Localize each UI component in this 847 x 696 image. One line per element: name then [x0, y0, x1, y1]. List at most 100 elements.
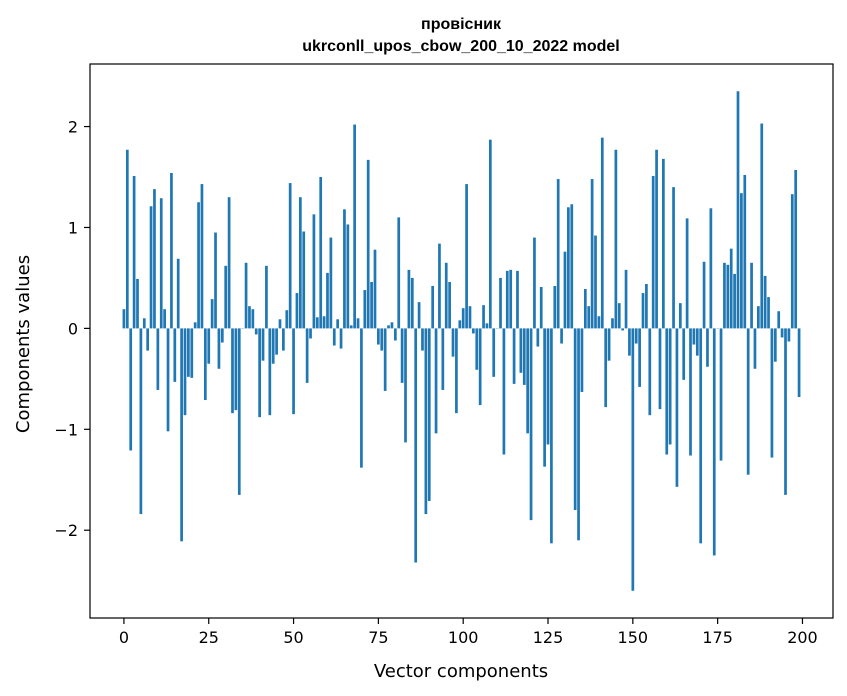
- bar-63: [336, 319, 340, 329]
- bar-23: [200, 184, 204, 329]
- bar-series: [122, 91, 801, 591]
- bar-83: [404, 328, 407, 443]
- y-axis: −2 −1 0 1 2: [54, 118, 90, 540]
- bar-32: [231, 328, 234, 414]
- bar-131: [567, 207, 570, 329]
- bar-55: [309, 328, 312, 339]
- bar-66: [346, 224, 350, 329]
- bar-133: [573, 328, 577, 511]
- bar-194: [780, 328, 784, 338]
- bar-30: [224, 265, 228, 329]
- bar-166: [685, 218, 689, 329]
- bar-69: [356, 318, 360, 329]
- bar-184: [746, 328, 750, 475]
- bar-156: [651, 176, 655, 329]
- x-tick-label: 100: [448, 628, 479, 647]
- bar-148: [624, 269, 628, 329]
- bar-173: [709, 208, 713, 329]
- y-tick-label: 0: [68, 319, 78, 338]
- bar-108: [488, 139, 492, 329]
- bar-140: [597, 316, 601, 329]
- bar-14: [170, 172, 173, 329]
- bar-9: [153, 189, 156, 329]
- y-axis-label: Components values: [13, 255, 34, 433]
- bar-51: [295, 293, 299, 329]
- bar-89: [424, 328, 428, 515]
- bar-111: [499, 277, 502, 329]
- bar-115: [512, 328, 516, 384]
- bar-183: [743, 175, 747, 329]
- x-tick-label: 50: [283, 628, 303, 647]
- bar-149: [628, 328, 631, 356]
- bar-161: [668, 328, 672, 445]
- bar-100: [461, 308, 465, 329]
- bar-39: [254, 328, 258, 335]
- x-tick-label: 175: [702, 628, 733, 647]
- bar-7: [146, 328, 150, 351]
- bar-58: [319, 177, 323, 329]
- bar-168: [692, 328, 696, 345]
- chart-title: провісник ukrconll_upos_cbow_200_10_2022…: [302, 16, 619, 55]
- bar-189: [763, 275, 767, 329]
- bar-90: [427, 328, 431, 501]
- bar-181: [736, 91, 740, 329]
- bar-132: [570, 204, 574, 329]
- bar-47: [282, 328, 285, 351]
- x-tick-label: 200: [787, 628, 818, 647]
- bar-118: [522, 328, 526, 385]
- bar-103: [472, 328, 475, 334]
- bar-62: [332, 328, 336, 346]
- bar-76: [380, 328, 384, 351]
- x-tick-label: 0: [119, 628, 129, 647]
- bar-145: [614, 149, 618, 329]
- bar-10: [156, 328, 160, 390]
- bar-26: [210, 299, 214, 329]
- x-tick-label: 125: [533, 628, 564, 647]
- bar-105: [478, 328, 482, 406]
- bar-157: [655, 149, 658, 329]
- bar-120: [529, 328, 533, 521]
- bar-165: [682, 328, 686, 380]
- bar-6: [142, 318, 146, 329]
- bar-92: [434, 328, 438, 434]
- bar-112: [502, 328, 506, 455]
- bar-88: [421, 328, 424, 351]
- bar-72: [366, 159, 370, 329]
- bar-188: [760, 123, 764, 329]
- bar-146: [617, 303, 621, 329]
- bar-38: [251, 309, 255, 329]
- bar-95: [444, 262, 448, 329]
- bar-109: [492, 328, 496, 377]
- bar-75: [377, 328, 380, 345]
- bar-42: [265, 265, 268, 329]
- bar-158: [658, 328, 662, 410]
- bar-16: [176, 258, 180, 329]
- bar-119: [526, 328, 530, 434]
- bar-79: [390, 322, 394, 329]
- bar-24: [203, 328, 207, 401]
- bar-70: [360, 328, 363, 468]
- bar-41: [261, 328, 265, 361]
- bar-104: [475, 328, 479, 370]
- bar-176: [719, 328, 723, 461]
- x-tick-label: 75: [368, 628, 388, 647]
- bar-8: [149, 206, 153, 329]
- bar-77: [383, 328, 387, 391]
- bar-167: [689, 328, 692, 456]
- bar-40: [258, 328, 261, 418]
- bar-144: [611, 318, 614, 329]
- bar-164: [678, 303, 682, 329]
- bar-11: [159, 198, 163, 329]
- y-tick-label: 1: [68, 218, 78, 237]
- bar-82: [400, 328, 404, 383]
- bar-171: [702, 261, 706, 329]
- bar-199: [797, 328, 801, 398]
- bar-37: [248, 306, 251, 329]
- bar-80: [393, 328, 397, 341]
- bar-56: [312, 214, 316, 329]
- bar-187: [757, 306, 760, 329]
- bar-197: [790, 194, 794, 329]
- bar-96: [448, 281, 451, 329]
- bar-20: [190, 328, 194, 378]
- bar-13: [166, 328, 170, 432]
